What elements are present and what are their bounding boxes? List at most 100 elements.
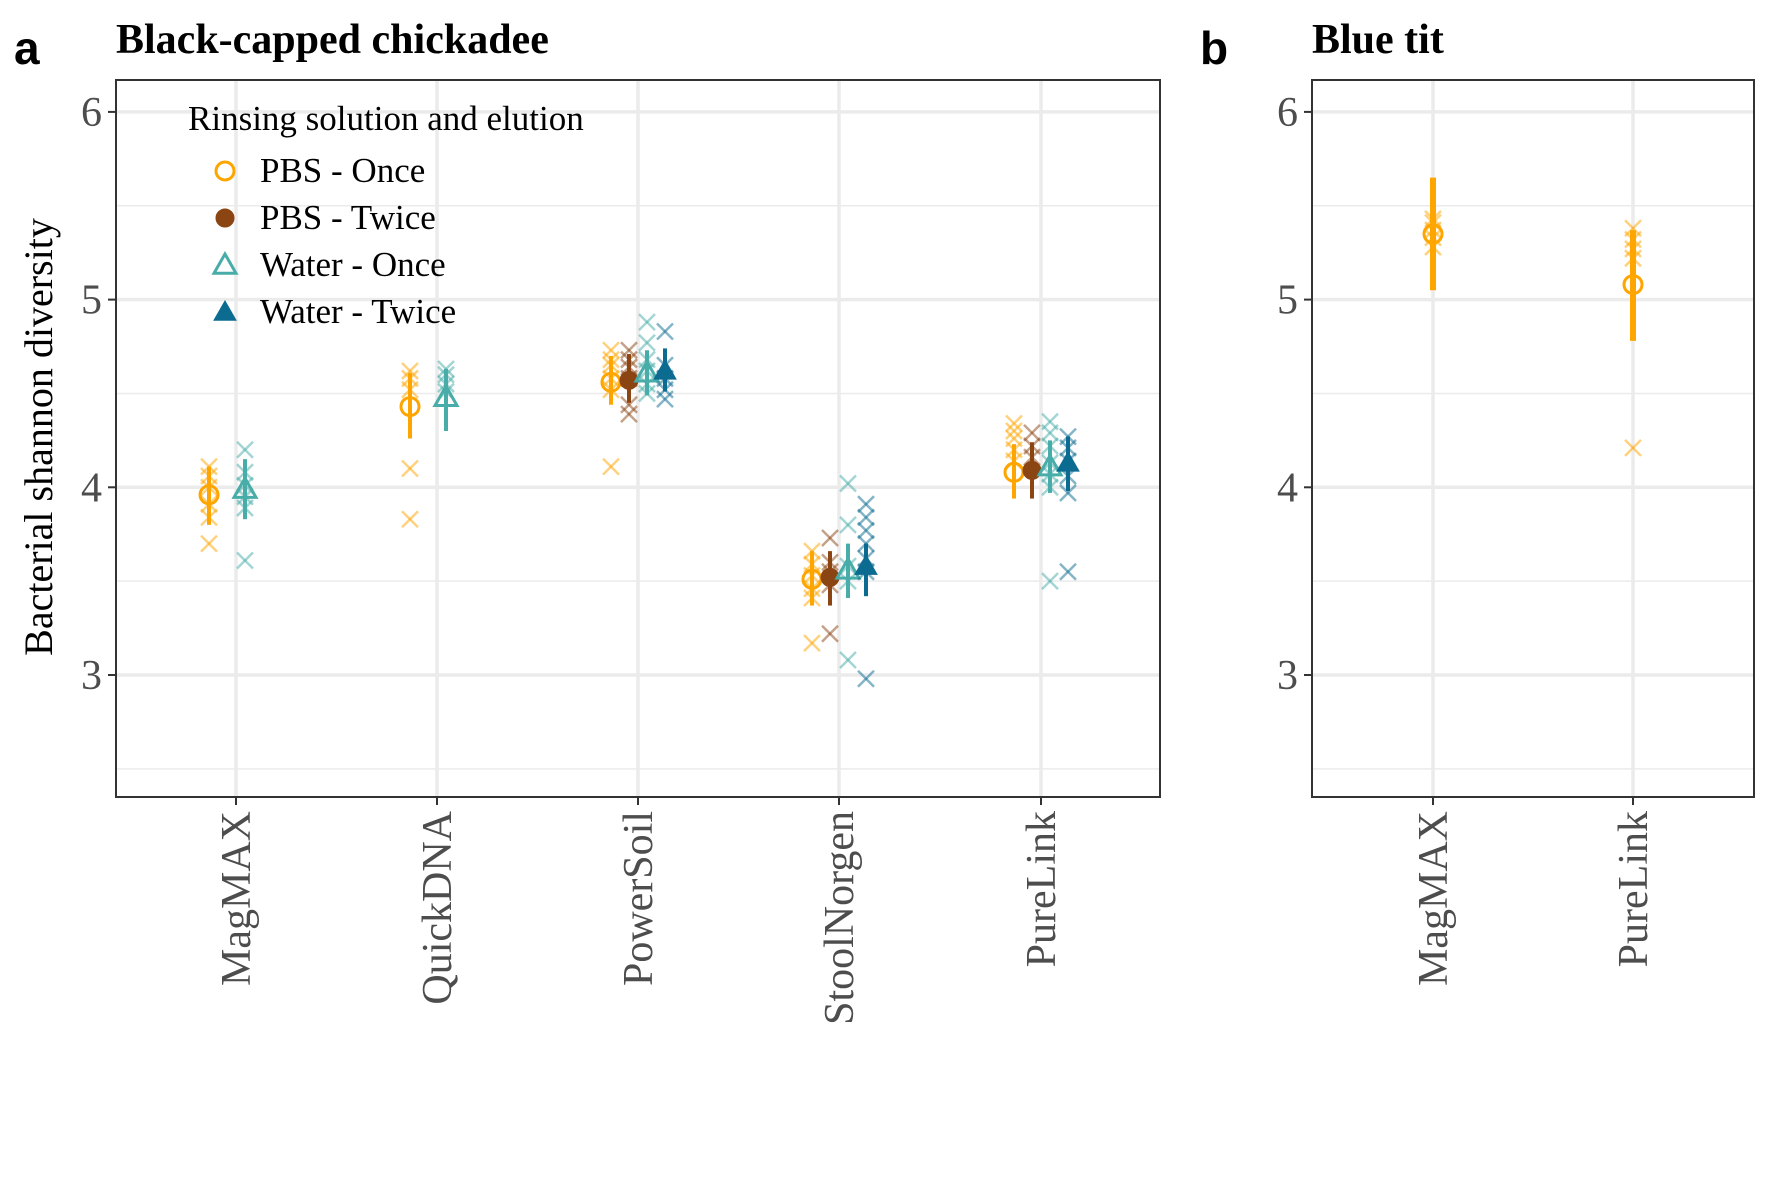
raw-point: [1041, 572, 1059, 591]
raw-point: [857, 495, 875, 514]
raw-point-stroke: [1005, 422, 1023, 440]
x-tick-label-powersoil: PowerSoil: [616, 811, 662, 986]
raw-point-stroke: [401, 362, 419, 380]
raw-point-stroke: [1059, 484, 1077, 502]
raw-point-stroke: [638, 333, 656, 352]
y-tick-label: 4: [1277, 465, 1298, 511]
mean-point: [633, 358, 661, 383]
x-tick-label-stoolnorgen: StoolNorgen: [817, 811, 863, 1025]
raw-point: [602, 457, 620, 476]
raw-point: [821, 529, 839, 547]
mean-point: [231, 475, 259, 499]
x-tick-label-magmax: MagMAX: [214, 811, 260, 986]
raw-point-stroke: [1624, 439, 1642, 457]
raw-point-stroke: [1041, 412, 1059, 431]
raw-point-stroke: [200, 534, 218, 553]
legend-key: [211, 250, 239, 275]
raw-point: [1005, 414, 1023, 433]
raw-point: [620, 395, 638, 414]
raw-point-stroke: [602, 341, 620, 360]
raw-point-stroke: [839, 651, 857, 669]
raw-point: [821, 624, 839, 643]
y-tick-label: 5: [1277, 278, 1298, 324]
raw-point: [1005, 429, 1023, 448]
x-tick-label-purelink: PureLink: [1019, 811, 1065, 967]
panel-a-plot: 3 4 5 6 MagMAX QuickDNA PowerSoil StoolNorgen Pu…: [81, 79, 1161, 1025]
raw-point: [1624, 219, 1642, 238]
legend-item-pbs-once: PBS - Once: [214, 151, 425, 190]
raw-point-stroke: [1005, 414, 1023, 433]
raw-point-stroke: [236, 440, 254, 459]
raw-point: [401, 362, 419, 380]
raw-point: [236, 551, 254, 570]
raw-point: [857, 521, 875, 540]
raw-point-stroke: [1041, 572, 1059, 591]
panel-b-plot: 3 4 5 6 MagMAX PureLink: [1277, 79, 1755, 986]
raw-point: [1624, 439, 1642, 457]
mean-point: [854, 554, 878, 575]
plot-background: [1312, 80, 1754, 797]
raw-point: [1023, 423, 1041, 442]
legend-label: Water - Twice: [260, 292, 456, 331]
raw-point: [1005, 422, 1023, 440]
raw-point-stroke: [857, 521, 875, 540]
mean-point: [432, 383, 460, 407]
raw-point-stroke: [821, 529, 839, 547]
legend: Rinsing solution and elution PBS - Once P…: [188, 99, 584, 331]
panel-a-letter: a: [14, 22, 40, 74]
legend-label: Water - Once: [260, 245, 446, 284]
mean-point: [198, 484, 220, 506]
raw-point-stroke: [821, 624, 839, 643]
raw-point: [401, 459, 419, 478]
raw-point-stroke: [1059, 562, 1077, 581]
raw-point-stroke: [620, 341, 638, 360]
raw-point-stroke: [638, 313, 656, 332]
mean-point: [399, 396, 421, 418]
mean-point: [1022, 460, 1042, 480]
raw-point-stroke: [803, 634, 821, 652]
mean-point: [1056, 450, 1080, 472]
y-tick-label: 3: [1277, 653, 1298, 699]
raw-point: [1059, 562, 1077, 581]
panel-border: [1311, 79, 1755, 798]
panel-b-title: Blue tit: [1312, 17, 1444, 63]
y-tick-label: 5: [81, 278, 102, 324]
raw-point: [638, 313, 656, 332]
raw-point: [1059, 484, 1077, 502]
raw-point-stroke: [1005, 429, 1023, 448]
raw-point: [857, 669, 875, 688]
raw-point-stroke: [602, 457, 620, 476]
raw-point: [602, 341, 620, 360]
series-pbs-once: [1422, 177, 1644, 457]
raw-point: [401, 510, 419, 529]
legend-key: [214, 160, 236, 182]
legend-label: PBS - Once: [260, 151, 425, 190]
legend-key: [213, 299, 237, 321]
raw-point: [236, 440, 254, 459]
mean-point: [1036, 452, 1064, 477]
raw-point: [839, 474, 857, 493]
y-tick-label: 6: [81, 90, 102, 136]
x-tick-label-purelink: PureLink: [1611, 811, 1657, 967]
mean-point: [834, 555, 862, 580]
legend-item-water-once: Water - Once: [211, 245, 446, 284]
legend-label: PBS - Twice: [260, 198, 436, 237]
panel-a-title: Black-capped chickadee: [116, 17, 549, 63]
raw-point: [620, 341, 638, 360]
series-pbs-once: [198, 341, 1025, 652]
panel-b-letter: b: [1200, 22, 1228, 74]
raw-point-stroke: [857, 508, 875, 527]
series-water-once: [231, 313, 1064, 669]
y-tick-label: 4: [81, 465, 102, 511]
mean-point: [1622, 274, 1644, 296]
raw-point-stroke: [839, 474, 857, 493]
raw-point-stroke: [1023, 423, 1041, 442]
raw-point: [638, 333, 656, 352]
legend-item-water-twice: Water - Twice: [213, 292, 456, 331]
raw-point: [1041, 412, 1059, 431]
raw-point-stroke: [857, 495, 875, 514]
x-tick-label-magmax: MagMAX: [1411, 811, 1457, 986]
raw-point: [839, 515, 857, 534]
raw-point: [200, 534, 218, 553]
